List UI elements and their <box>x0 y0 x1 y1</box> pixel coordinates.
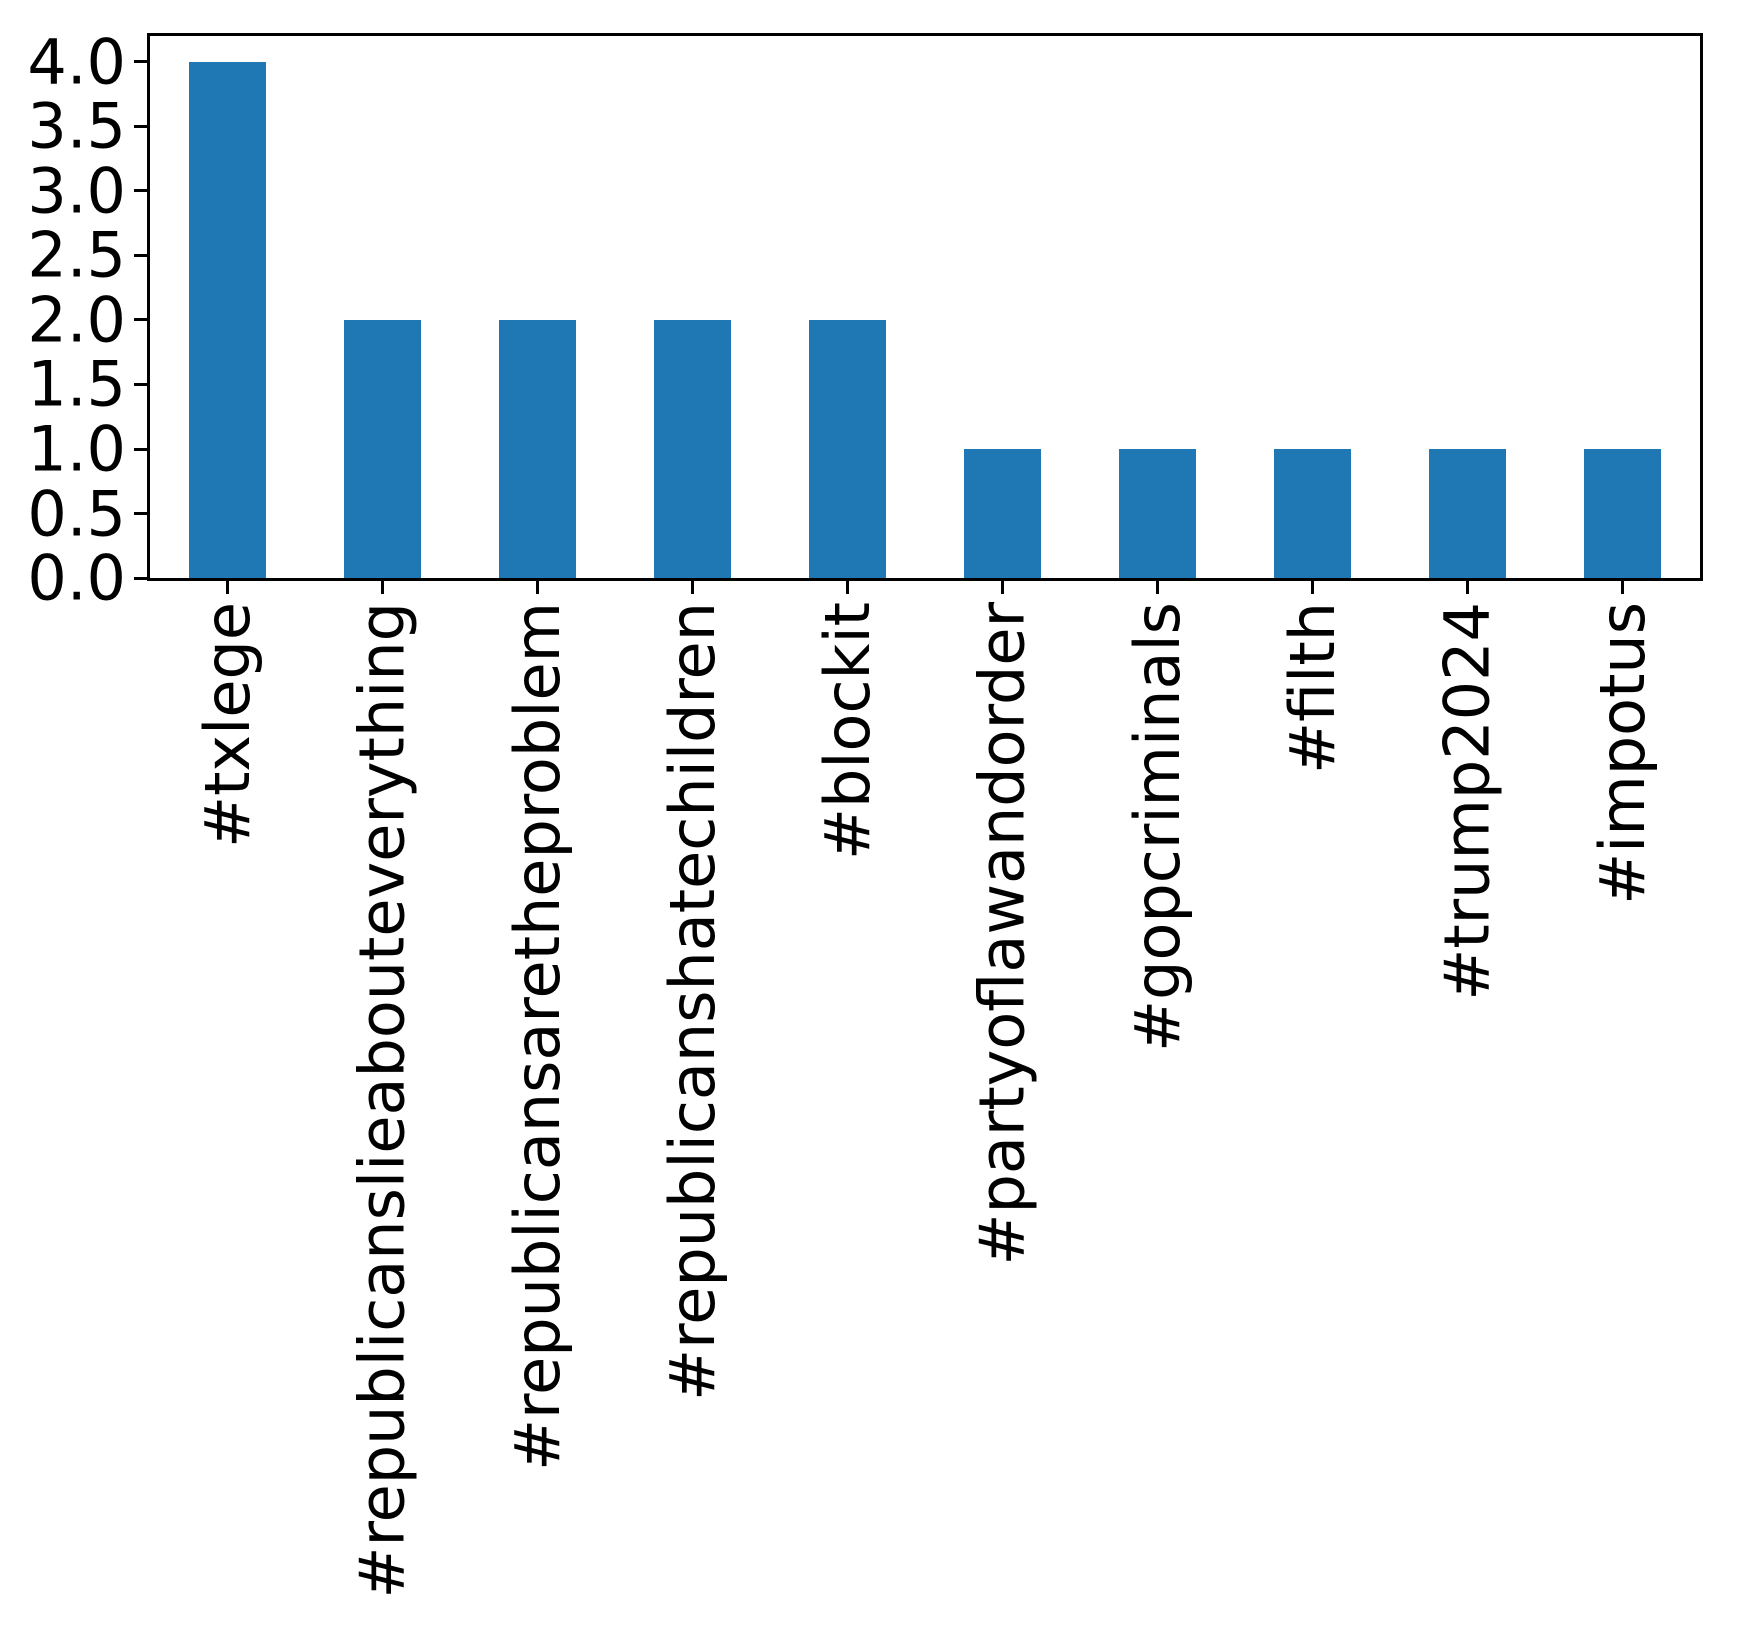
y-tick-label: 1.5 <box>27 347 126 421</box>
x-tick-mark <box>381 581 384 594</box>
bar <box>808 319 887 578</box>
bar <box>1428 449 1507 578</box>
y-tick-label: 2.5 <box>27 218 126 292</box>
bar <box>498 319 577 578</box>
bar <box>963 449 1042 578</box>
bar <box>1273 449 1352 578</box>
y-tick-label: 0.5 <box>27 476 126 550</box>
bar <box>343 319 422 578</box>
x-tick-label: #impotus <box>1585 602 1659 905</box>
y-tick-mark <box>134 382 147 386</box>
x-tick-mark <box>536 581 539 594</box>
y-tick-label: 2.0 <box>27 283 126 357</box>
y-tick-mark <box>134 447 147 451</box>
y-tick-mark <box>134 253 147 257</box>
y-tick-label: 0.0 <box>27 541 126 615</box>
axes-spines <box>147 33 1703 581</box>
x-tick-mark <box>1466 581 1469 594</box>
y-tick-mark <box>134 189 147 193</box>
y-tick-label: 4.0 <box>27 25 126 99</box>
y-tick-mark <box>134 318 147 322</box>
bar <box>1583 449 1662 578</box>
x-tick-label: #txlege <box>190 602 264 848</box>
x-tick-label: #filth <box>1275 602 1349 774</box>
bar <box>653 319 732 578</box>
x-tick-mark <box>691 581 694 594</box>
x-tick-label: #trump2024 <box>1430 602 1504 1001</box>
y-tick-label: 1.0 <box>27 412 126 486</box>
y-tick-label: 3.0 <box>27 154 126 228</box>
y-tick-mark <box>134 60 147 64</box>
x-tick-mark <box>1156 581 1159 594</box>
x-tick-mark <box>226 581 229 594</box>
x-tick-label: #gopcriminals <box>1120 602 1194 1052</box>
x-tick-mark <box>846 581 849 594</box>
y-tick-mark <box>134 124 147 128</box>
y-tick-mark <box>134 512 147 515</box>
y-tick-mark <box>134 576 147 580</box>
x-tick-label: #partyoflawandorder <box>965 602 1039 1266</box>
y-tick-label: 3.5 <box>27 89 126 163</box>
bar <box>188 61 267 578</box>
x-tick-label: #republicansaretheproblem <box>500 602 574 1471</box>
x-tick-label: #republicanslieabouteverything <box>345 602 419 1599</box>
plot-area <box>150 36 1700 578</box>
x-tick-mark <box>1311 581 1314 594</box>
x-tick-mark <box>1621 581 1624 594</box>
x-tick-label: #republicanshatechildren <box>655 602 729 1401</box>
x-tick-mark <box>1001 581 1004 594</box>
x-tick-label: #blockit <box>810 602 884 860</box>
bar <box>1118 449 1197 578</box>
